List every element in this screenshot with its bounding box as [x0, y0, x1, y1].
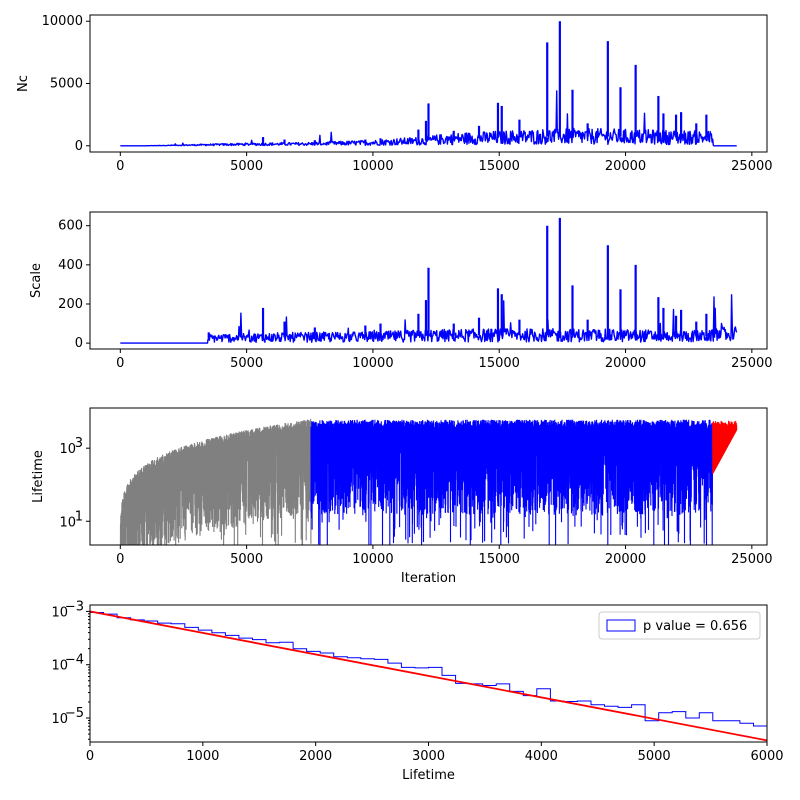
y-tick-exponent: 3 — [75, 436, 83, 451]
x-tick-label: 20000 — [605, 159, 646, 174]
fit-line — [90, 610, 767, 742]
x-tick-label: 20000 — [605, 552, 646, 567]
y-axis-label: Lifetime — [31, 450, 46, 503]
plot-area — [119, 419, 738, 545]
axes-frame-top — [89, 407, 768, 546]
legend: p value = 0.656 — [598, 611, 761, 640]
y-tick-exponent: −5 — [65, 706, 84, 721]
y-tick-label: 0 — [75, 139, 83, 154]
y-tick-exponent: −3 — [65, 599, 84, 614]
y-tick-label: 10 — [59, 442, 76, 457]
x-tick-label: 1000 — [186, 749, 219, 764]
plot-area — [90, 610, 767, 742]
axes-2: 0 200 400 600 0 5000 10000 15000 20000 25000 Scale — [29, 211, 773, 371]
y-tick-label: 5000 — [50, 77, 83, 92]
y-tick-exponent: 1 — [75, 509, 83, 524]
axes-4: 10−310−410−50 1000 2000 3000 4000 5000 6000Lif… — [51, 599, 783, 783]
y-tick-label: 10 — [51, 712, 68, 727]
x-tick-label: 0 — [116, 356, 124, 371]
legend-label: p value = 0.656 — [643, 619, 747, 634]
x-tick-label: 5000 — [230, 552, 263, 567]
x-tick-label: 15000 — [479, 356, 520, 371]
legend-swatch — [606, 619, 636, 632]
axes-frame-top — [89, 14, 768, 153]
x-tick-label: 20000 — [605, 356, 646, 371]
x-tick-label: 6000 — [750, 749, 783, 764]
x-tick-label: 10000 — [352, 159, 393, 174]
series-sampling — [310, 419, 714, 545]
x-tick-label: 0 — [86, 749, 94, 764]
y-tick-label: 600 — [58, 219, 83, 234]
histogram-steps — [90, 612, 767, 742]
y-tick-label: 10 — [59, 515, 76, 530]
x-tick-label: 4000 — [525, 749, 558, 764]
x-tick-label: 2000 — [299, 749, 332, 764]
x-tick-label: 10000 — [352, 356, 393, 371]
y-tick-label: 10000 — [42, 14, 83, 29]
series-burn-in — [119, 419, 312, 545]
x-tick-label: 25000 — [731, 356, 772, 371]
x-tick-label: 5000 — [230, 356, 263, 371]
y-tick-label: 400 — [58, 258, 83, 273]
y-tick-label: 10 — [51, 659, 68, 674]
x-axis-label: Lifetime — [402, 768, 455, 783]
x-tick-label: 15000 — [479, 159, 520, 174]
x-tick-label: 25000 — [731, 552, 772, 567]
x-tick-label: 3000 — [412, 749, 445, 764]
legend-box — [598, 611, 761, 640]
series-tail — [712, 420, 738, 474]
axes-1: 0 5000 10000 0 5000 10000 15000 20000 25000 Nc — [16, 14, 773, 174]
x-tick-label: 0 — [116, 552, 124, 567]
x-tick-label: 15000 — [479, 552, 520, 567]
y-tick-label: 0 — [75, 336, 83, 351]
y-tick-label: 200 — [58, 297, 83, 312]
x-tick-label: 5000 — [638, 749, 671, 764]
x-tick-label: 0 — [116, 159, 124, 174]
x-tick-label: 10000 — [352, 552, 393, 567]
axes-frame-top — [89, 211, 768, 350]
axes-frame-top — [89, 604, 768, 743]
y-tick-exponent: −4 — [65, 653, 84, 668]
x-axis-label: Iteration — [401, 571, 456, 586]
y-axis-label: Nc — [16, 75, 31, 92]
x-tick-label: 5000 — [230, 159, 263, 174]
y-axis-label: Scale — [29, 263, 44, 298]
x-tick-label: 25000 — [731, 159, 772, 174]
y-tick-label: 10 — [51, 605, 68, 620]
